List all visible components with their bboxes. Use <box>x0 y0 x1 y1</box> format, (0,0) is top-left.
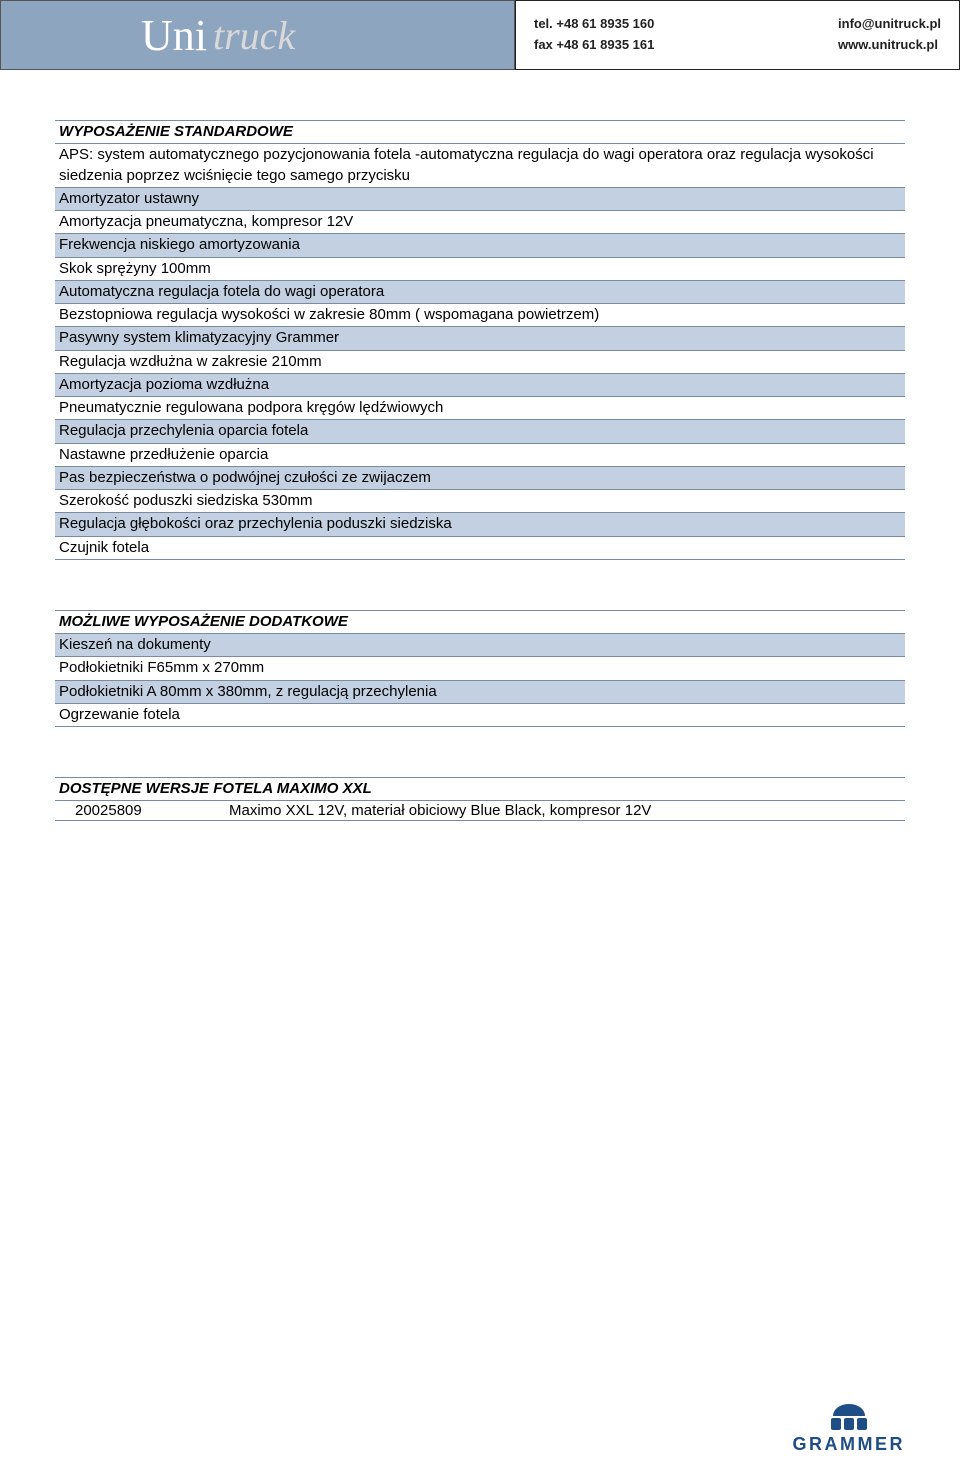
standard-row: Automatyczna regulacja fotela do wagi op… <box>55 281 905 304</box>
standard-row: APS: system automatycznego pozycjonowani… <box>55 144 905 188</box>
standard-row: Skok sprężyny 100mm <box>55 258 905 281</box>
version-code: 20025809 <box>59 802 229 819</box>
section-standard: WYPOSAŻENIE STANDARDOWE APS: system auto… <box>55 120 905 560</box>
standard-row: Pasywny system klimatyzacyjny Grammer <box>55 327 905 350</box>
standard-row: Regulacja głębokości oraz przechylenia p… <box>55 513 905 536</box>
optional-row: Podłokietniki F65mm x 270mm <box>55 657 905 680</box>
optional-rows-container: Kieszeń na dokumentyPodłokietniki F65mm … <box>55 634 905 727</box>
logo-box: Uni truck <box>0 0 515 70</box>
standard-row: Amortyzator ustawny <box>55 188 905 211</box>
standard-row: Frekwencja niskiego amortyzowania <box>55 234 905 257</box>
standard-row: Regulacja przechylenia oparcia fotela <box>55 420 905 443</box>
section-standard-title: WYPOSAŻENIE STANDARDOWE <box>55 120 905 144</box>
logo-uni-text: Uni <box>141 10 207 61</box>
section-versions: DOSTĘPNE WERSJE FOTELA MAXIMO XXL 200258… <box>55 777 905 821</box>
standard-row: Regulacja wzdłużna w zakresie 210mm <box>55 351 905 374</box>
version-row: 20025809Maximo XXL 12V, materiał obiciow… <box>55 801 905 821</box>
fax-line: fax +48 61 8935 161 <box>534 35 654 56</box>
standard-row: Bezstopniowa regulacja wysokości w zakre… <box>55 304 905 327</box>
grammer-icon <box>821 1402 877 1432</box>
standard-row: Pneumatycznie regulowana podpora kręgów … <box>55 397 905 420</box>
version-desc: Maximo XXL 12V, materiał obiciowy Blue B… <box>229 802 651 819</box>
website-line: www.unitruck.pl <box>838 35 941 56</box>
standard-rows-container: APS: system automatycznego pozycjonowani… <box>55 144 905 560</box>
section-optional: MOŻLIWE WYPOSAŻENIE DODATKOWE Kieszeń na… <box>55 610 905 727</box>
standard-row: Czujnik fotela <box>55 537 905 560</box>
standard-row: Amortyzacja pozioma wzdłużna <box>55 374 905 397</box>
standard-row: Pas bezpieczeństwa o podwójnej czułości … <box>55 467 905 490</box>
logo-truck-text: truck <box>213 12 295 59</box>
standard-row: Szerokość poduszki siedziska 530mm <box>55 490 905 513</box>
optional-row: Kieszeń na dokumenty <box>55 634 905 657</box>
optional-row: Ogrzewanie fotela <box>55 704 905 727</box>
standard-row: Nastawne przedłużenie oparcia <box>55 444 905 467</box>
footer-logo: GRAMMER <box>793 1402 906 1455</box>
contact-web-block: info@unitruck.pl www.unitruck.pl <box>838 14 941 56</box>
section-versions-title: DOSTĘPNE WERSJE FOTELA MAXIMO XXL <box>55 777 905 801</box>
section-optional-title: MOŻLIWE WYPOSAŻENIE DODATKOWE <box>55 610 905 634</box>
tel-line: tel. +48 61 8935 160 <box>534 14 654 35</box>
versions-rows-container: 20025809Maximo XXL 12V, materiał obiciow… <box>55 801 905 821</box>
grammer-brand-text: GRAMMER <box>793 1434 906 1455</box>
contact-box: tel. +48 61 8935 160 fax +48 61 8935 161… <box>515 0 960 70</box>
contact-phone-block: tel. +48 61 8935 160 fax +48 61 8935 161 <box>534 14 654 56</box>
page-header: Uni truck tel. +48 61 8935 160 fax +48 6… <box>0 0 960 70</box>
standard-row: Amortyzacja pneumatyczna, kompresor 12V <box>55 211 905 234</box>
email-line: info@unitruck.pl <box>838 14 941 35</box>
optional-row: Podłokietniki A 80mm x 380mm, z regulacj… <box>55 681 905 704</box>
